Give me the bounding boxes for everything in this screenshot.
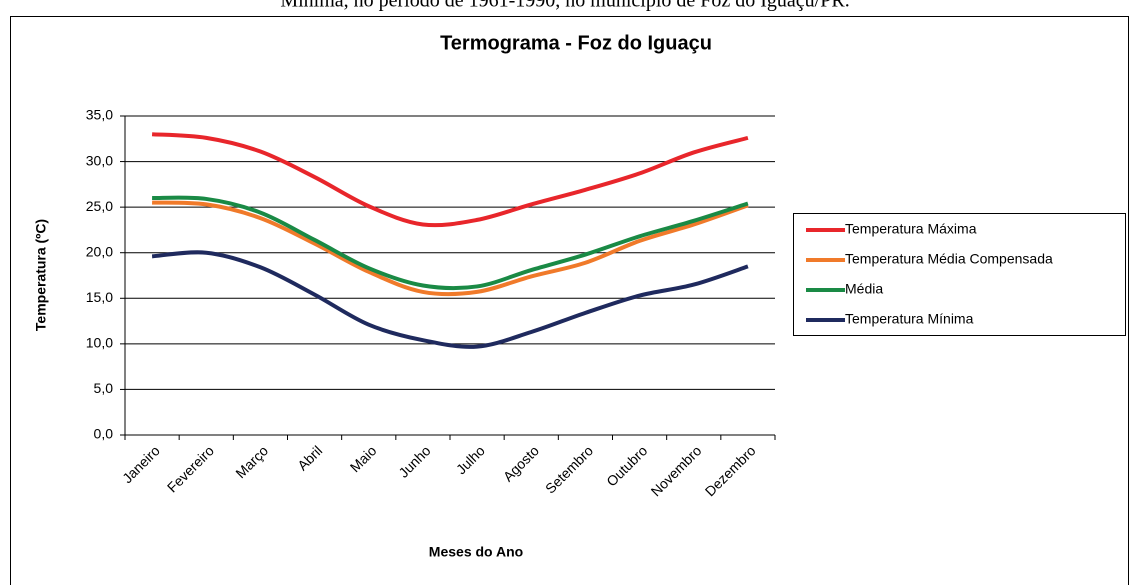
x-tick-label: Dezembro: [702, 442, 759, 499]
legend: [793, 213, 1126, 336]
chart-title: Termograma - Foz do Iguaçu: [440, 32, 712, 54]
y-tick-label: 15,0: [86, 289, 113, 305]
series-line: [152, 195, 749, 291]
series-line: [151, 250, 749, 349]
y-tick-label: 25,0: [86, 198, 113, 214]
legend-label: Média: [845, 281, 883, 297]
x-tick-label: Abril: [294, 442, 325, 473]
x-tick-label: Janeiro: [119, 442, 163, 486]
series-line: [152, 200, 749, 297]
y-tick-label: 35,0: [86, 107, 113, 123]
caption: Mínima, no período de 1961-1990, no muni…: [280, 0, 849, 12]
legend-label: Temperatura Média Compensada: [845, 251, 1053, 267]
x-tick-label: Setembro: [542, 442, 596, 496]
series-line: [151, 132, 749, 228]
x-tick-label: Julho: [453, 442, 488, 477]
y-tick-label: 10,0: [86, 335, 113, 351]
legend-label: Temperatura Mínima: [845, 311, 974, 327]
legend-label: Temperatura Máxima: [845, 221, 977, 237]
x-tick-label: Junho: [395, 442, 433, 480]
x-tick-label: Outubro: [603, 442, 650, 489]
y-tick-label: 0,0: [94, 426, 114, 442]
x-tick-label: Agosto: [500, 442, 542, 484]
x-tick-label: Março: [232, 442, 271, 481]
y-tick-label: 30,0: [86, 152, 113, 168]
y-axis-title: Temperatura (ºC): [33, 219, 49, 331]
x-axis-title: Meses do Ano: [429, 544, 523, 560]
y-tick-label: 20,0: [86, 243, 113, 259]
x-tick-label: Novembro: [648, 442, 705, 499]
chart-border: [10, 16, 1129, 585]
y-tick-label: 5,0: [94, 380, 114, 396]
x-tick-label: Fevereiro: [164, 442, 217, 495]
x-tick-label: Maio: [347, 442, 380, 475]
